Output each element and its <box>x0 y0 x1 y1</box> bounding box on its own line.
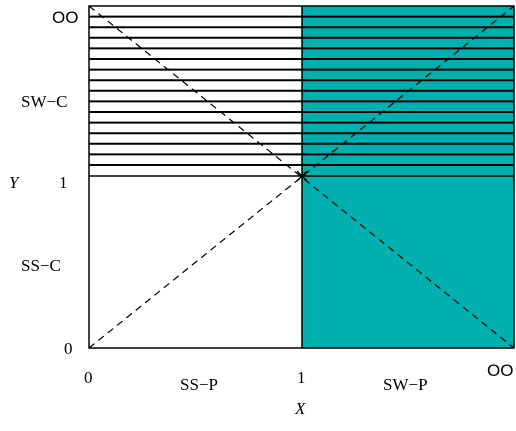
x-infinity-label: OO <box>487 361 513 380</box>
x-axis-label: X <box>294 399 306 418</box>
y-tick-1: 1 <box>59 173 68 192</box>
region-label-ss-p: SS−P <box>180 375 218 394</box>
dashed-diagonal-falling <box>88 5 515 349</box>
x-tick-1: 1 <box>297 368 306 387</box>
teal-region-right <box>302 6 514 348</box>
region-label-sw-p: SW−P <box>383 375 428 394</box>
region-label-ss-c: SS−C <box>21 256 61 275</box>
y-axis-label: Y <box>9 173 20 192</box>
center-point-marker <box>296 170 308 182</box>
region-label-sw-c: SW−C <box>21 92 67 111</box>
y-infinity-label: OO <box>52 8 78 27</box>
x-tick-0: 0 <box>84 368 93 387</box>
y-tick-0: 0 <box>64 339 73 358</box>
dashed-diagonal-rising <box>88 5 515 349</box>
